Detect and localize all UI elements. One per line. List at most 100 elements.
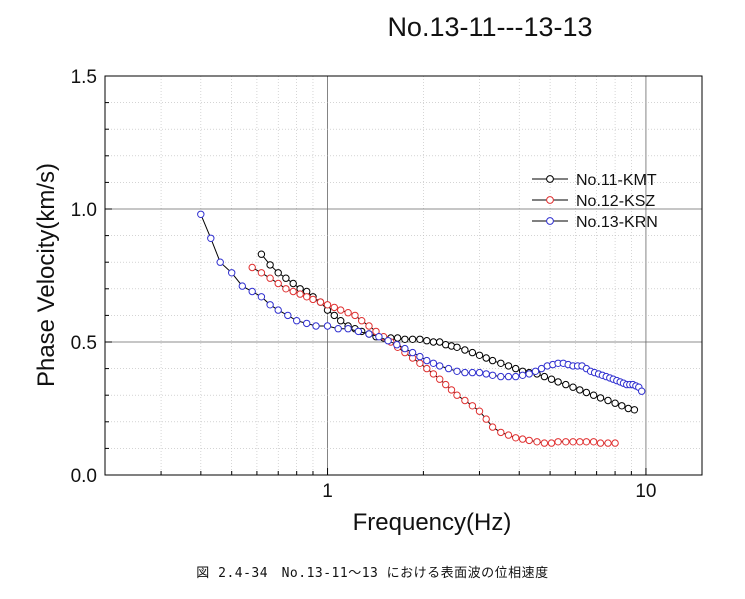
data-point <box>334 325 342 333</box>
data-point <box>562 438 570 446</box>
series-no.12-ksz <box>248 263 619 447</box>
data-point <box>488 356 497 365</box>
legend-marker <box>546 217 554 225</box>
data-point <box>408 335 417 343</box>
data-point <box>384 337 392 345</box>
data-point <box>638 387 646 395</box>
data-point <box>461 346 469 354</box>
data-point <box>257 293 266 301</box>
data-point <box>533 438 541 446</box>
y-axis-label: Phase Velocity(km/s) <box>33 163 60 387</box>
axes: 1 10 0.0 0.5 1.0 1.5 <box>71 67 657 502</box>
data-point <box>337 317 345 325</box>
data-point <box>488 371 497 379</box>
legend-marker <box>546 196 554 204</box>
data-point <box>447 386 456 394</box>
data-point <box>482 370 490 378</box>
data-point <box>604 396 612 405</box>
data-point <box>266 301 274 309</box>
data-point <box>576 386 584 394</box>
data-point <box>282 274 290 282</box>
data-point <box>330 303 338 312</box>
data-point <box>337 306 345 314</box>
data-point <box>512 364 520 373</box>
data-point <box>248 287 256 296</box>
legend: No.11-KMT No.12-KSZ No.13-KRN <box>532 172 658 231</box>
data-point <box>582 438 591 446</box>
data-point <box>197 210 205 219</box>
data-point <box>436 375 444 383</box>
data-point <box>257 269 266 277</box>
data-point <box>525 370 533 378</box>
data-point <box>618 402 626 410</box>
chart-title: No.13-11---13-13 <box>387 12 593 42</box>
data-point <box>475 368 484 377</box>
data-point <box>497 372 505 381</box>
y-tick-label: 1.0 <box>71 200 97 221</box>
data-point <box>504 431 513 439</box>
data-point <box>303 293 311 301</box>
x-tick-label: 1 <box>322 481 333 502</box>
data-point <box>589 438 598 446</box>
data-point <box>423 356 431 365</box>
data-point <box>316 298 325 306</box>
data-point <box>274 279 282 288</box>
data-point <box>408 348 417 357</box>
data-point <box>504 372 513 381</box>
data-point <box>429 338 438 346</box>
data-point <box>589 391 598 399</box>
data-point <box>344 309 352 317</box>
legend-item: No.11-KMT <box>532 172 657 189</box>
data-point <box>611 439 619 447</box>
data-point <box>330 311 338 320</box>
data-point <box>554 438 562 446</box>
data-point <box>393 341 401 349</box>
data-point <box>293 317 301 325</box>
data-point <box>461 368 469 377</box>
data-point <box>248 263 256 272</box>
data-point <box>442 380 450 389</box>
series-no.11-kmt <box>257 250 639 414</box>
data-point <box>582 388 591 397</box>
data-point <box>429 370 438 378</box>
y-tick-label: 1.5 <box>71 67 97 88</box>
data-point <box>497 428 505 437</box>
data-point <box>416 352 424 361</box>
data-point <box>354 327 363 336</box>
data-point <box>358 317 366 325</box>
plot-frame <box>104 75 703 476</box>
data-point <box>257 250 266 258</box>
data-point <box>554 378 562 386</box>
data-point <box>436 338 444 346</box>
data-point <box>365 322 373 330</box>
figure-caption: 図 2.4-34 No.13-11～13 における表面波の位相速度 <box>196 566 549 581</box>
data-point <box>416 359 424 367</box>
data-point <box>284 311 292 320</box>
data-point <box>630 406 639 414</box>
data-point <box>309 295 317 304</box>
data-point <box>365 330 373 338</box>
data-point <box>540 372 549 381</box>
legend-label: No.12-KSZ <box>576 193 655 210</box>
data-point <box>429 359 438 367</box>
series-layer <box>197 210 646 447</box>
legend-label: No.11-KMT <box>576 172 657 189</box>
x-tick-label: 10 <box>635 481 656 502</box>
data-point <box>475 407 484 415</box>
data-point <box>453 391 461 399</box>
data-point <box>375 333 383 341</box>
data-point <box>540 439 549 447</box>
data-point <box>312 322 320 330</box>
data-point <box>512 372 520 381</box>
phase-velocity-chart: 1 10 0.0 0.5 1.0 1.5 No.11-KMT No.12-KSZ No.13-… <box>33 67 703 536</box>
data-point <box>436 362 444 370</box>
data-point <box>453 343 461 351</box>
data-point <box>468 402 477 410</box>
data-point <box>468 368 477 377</box>
data-point <box>303 319 311 328</box>
data-point <box>401 335 409 343</box>
y-tick-label: 0.5 <box>71 333 97 354</box>
data-point <box>423 337 431 345</box>
data-point <box>461 396 469 405</box>
data-point <box>547 375 556 383</box>
